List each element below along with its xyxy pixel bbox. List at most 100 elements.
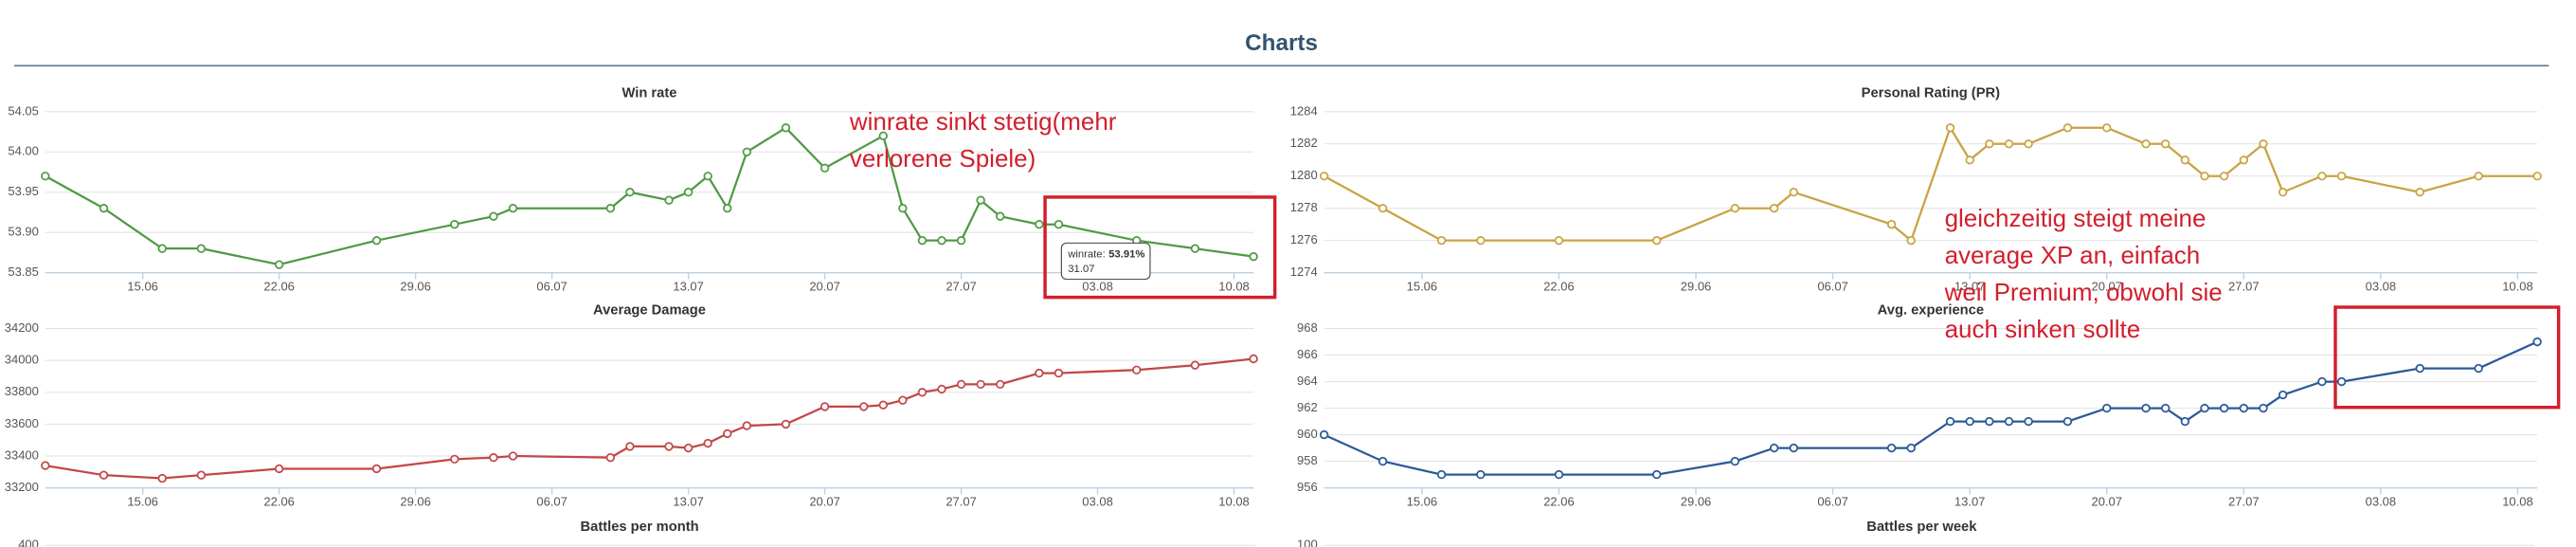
data-point (2259, 403, 2268, 413)
x-tick-label: 29.06 (400, 280, 430, 294)
y-tick-label: 956 (1297, 480, 1318, 494)
y-tick-label: 400 (18, 538, 39, 547)
data-point (1476, 469, 1486, 480)
x-tick-label: 15.06 (127, 280, 158, 294)
x-tick-label: 29.06 (1681, 280, 1712, 294)
data-point (1190, 244, 1200, 253)
x-tick-label: 27.07 (2228, 280, 2260, 294)
data-point (1965, 155, 1974, 165)
data-point (2141, 403, 2151, 413)
data-point (1249, 251, 1258, 262)
x-tick-label: 20.07 (809, 495, 840, 509)
y-tick-label: 962 (1297, 400, 1318, 414)
data-point (1436, 235, 1447, 246)
data-point (1554, 235, 1564, 246)
data-point (683, 188, 694, 197)
data-point (1378, 456, 1388, 466)
data-point (2180, 416, 2190, 427)
data-point (878, 131, 888, 140)
x-tick-label: 20.07 (809, 280, 840, 294)
data-point (996, 379, 1005, 390)
data-point (2259, 139, 2268, 149)
data-point (99, 470, 109, 480)
series-line (45, 357, 1254, 480)
data-point (1730, 204, 1740, 213)
data-point (1436, 469, 1447, 480)
data-point (2415, 188, 2424, 197)
data-point (1965, 416, 1974, 427)
data-point (1906, 235, 1916, 246)
series-line (45, 126, 1254, 266)
x-tick-label: 29.06 (400, 495, 430, 509)
data-point (1035, 220, 1044, 229)
x-tick-label: 22.06 (263, 280, 295, 294)
y-tick-label: 960 (1297, 427, 1318, 441)
x-tick-label: 22.06 (1543, 280, 1574, 294)
data-point (898, 395, 908, 405)
chart-title: Win rate (621, 86, 676, 101)
x-tick-label: 03.08 (2366, 280, 2397, 294)
data-point (1769, 204, 1779, 213)
data-point (1190, 360, 1200, 370)
chart-title: Avg. experience (1878, 302, 1984, 318)
x-tick-label: 15.06 (1407, 280, 1437, 294)
tooltip-text: winrate: 53.91% (1067, 249, 1144, 261)
data-point (723, 204, 732, 213)
data-point (2336, 172, 2347, 181)
data-point (1886, 220, 1897, 229)
x-tick-label: 13.07 (673, 280, 704, 294)
x-tick-label: 27.07 (946, 495, 976, 509)
data-point (1730, 456, 1740, 466)
y-tick-label: 958 (1297, 453, 1318, 467)
x-tick-label: 06.07 (536, 495, 567, 509)
y-tick-label: 964 (1297, 374, 1318, 388)
data-point (1789, 188, 1798, 197)
data-point (996, 211, 1005, 221)
x-tick-label: 13.07 (1955, 495, 1986, 509)
data-point (489, 453, 498, 463)
highlight-box (1043, 195, 1277, 300)
data-point (489, 211, 498, 221)
data-point (937, 235, 946, 246)
y-tick-label: 100 (1297, 538, 1318, 547)
data-point (2063, 123, 2073, 133)
x-tick-label: 10.08 (1218, 495, 1249, 509)
x-tick-label: 27.07 (2228, 495, 2260, 509)
data-point (41, 172, 50, 181)
tooltip-value: 53.91% (1108, 249, 1144, 261)
y-tick-label: 34000 (5, 353, 39, 367)
y-tick-label: 1280 (1290, 168, 1318, 182)
data-point (1249, 354, 1258, 364)
chart-title: Personal Rating (PR) (1862, 86, 2000, 101)
data-point (917, 388, 928, 397)
y-tick-label: 968 (1297, 320, 1318, 335)
data-point (917, 235, 928, 246)
data-point (2004, 416, 2014, 427)
data-point (1132, 365, 1142, 374)
tooltip-box (1060, 242, 1151, 281)
tooltip-label: winrate: (1067, 249, 1105, 261)
data-point (450, 220, 459, 229)
x-tick-label: 10.08 (2502, 495, 2533, 509)
x-tick-label: 10.08 (1218, 280, 1249, 294)
data-point (2219, 172, 2229, 181)
data-point (41, 461, 50, 470)
x-tick-label: 29.06 (1681, 495, 1712, 509)
annotation-text: weil Premium, obwohl sie (1944, 278, 2223, 306)
annotation-text: verlorene Spiele) (850, 144, 1036, 173)
section-title: Battles per month (581, 520, 699, 535)
data-point (1476, 235, 1486, 246)
data-point (1652, 469, 1662, 480)
data-point (1945, 123, 1955, 133)
data-point (2532, 172, 2542, 181)
annotation-text: gleichzeitig steigt meine (1945, 204, 2207, 232)
data-point (625, 442, 635, 451)
data-point (2532, 337, 2542, 347)
data-point (878, 400, 888, 410)
data-point (196, 470, 207, 480)
data-point (2200, 403, 2209, 413)
data-point (742, 147, 751, 156)
data-point (723, 428, 732, 439)
y-tick-label: 33400 (5, 447, 39, 462)
